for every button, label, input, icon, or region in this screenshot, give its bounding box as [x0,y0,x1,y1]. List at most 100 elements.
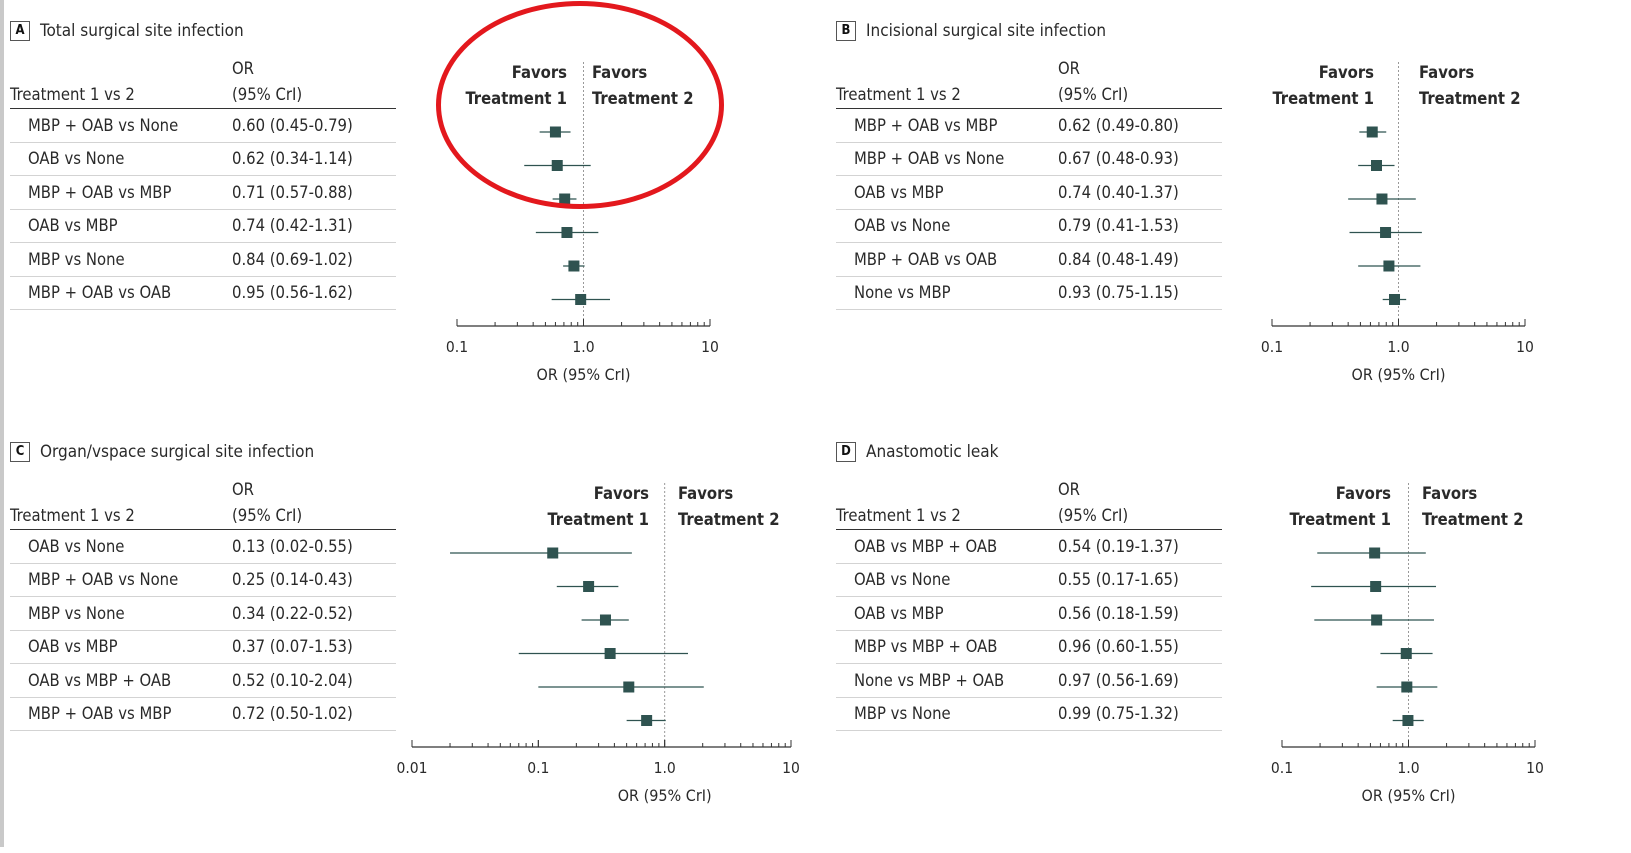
favors-treatment-2-label: Favors Treatment 2 [1419,63,1521,108]
or-value: 0.25 (0.14-0.43) [232,563,396,597]
x-axis-label: OR (95% CrI) [618,786,712,805]
comparison-label: MBP vs MBP + OAB [836,630,1058,664]
point-estimate-marker [1376,193,1388,205]
tick-label: 10 [782,759,800,777]
panel-title: D Anastomotic leak [836,441,999,463]
panel-title: A Total surgical site infection [10,20,244,42]
forest-plot: 0.1 1.0 10 OR (95% CrI) [1261,62,1534,384]
or-value: 0.34 (0.22-0.52) [232,596,396,631]
column-header-or: OR (95% CrI) [232,477,396,530]
comparison-label: OAB vs MBP + OAB [10,663,232,698]
panel-a: A Total surgical site infection Treatmen… [10,20,805,432]
comparison-label: MBP + OAB vs None [10,108,232,143]
comparison-label: MBP + OAB vs MBP [836,108,1058,143]
favors-treatment-1-label: Favors Treatment 1 [1272,63,1374,108]
table-row: None vs MBP 0.93 (0.75-1.15) [836,276,1222,310]
column-header-or: OR (95% CrI) [232,56,396,109]
panel-title: B Incisional surgical site infection [836,20,1106,42]
favors-treatment-2-label: Favors Treatment 2 [678,484,780,529]
panel-title-text: Total surgical site infection [40,21,244,41]
comparison-label: MBP + OAB vs MBP [10,697,232,731]
table-row: MBP + OAB vs None 0.67 (0.48-0.93) [836,142,1222,176]
tick-label: 0.1 [527,759,549,777]
or-value: 0.56 (0.18-1.59) [1058,596,1222,631]
table-row: MBP + OAB vs None 0.60 (0.45-0.79) [10,108,396,143]
x-axis-label: OR (95% CrI) [1362,786,1456,805]
table-row: OAB vs None 0.55 (0.17-1.65) [836,563,1222,597]
comparison-label: MBP vs None [10,242,232,277]
column-header-treatment: Treatment 1 vs 2 [836,477,1058,530]
or-value: 0.60 (0.45-0.79) [232,108,396,143]
point-estimate-marker [1402,715,1414,726]
or-value: 0.79 (0.41-1.53) [1058,209,1222,243]
column-header-or: OR (95% CrI) [1058,477,1222,530]
tick-label: 1.0 [1387,338,1409,356]
column-header-treatment: Treatment 1 vs 2 [836,56,1058,109]
table-row: OAB vs MBP 0.37 (0.07-1.53) [10,630,396,664]
table-row: MBP + OAB vs MBP 0.71 (0.57-0.88) [10,175,396,210]
forest-plot: 0.1 1.0 10 OR (95% CrI) [1271,483,1544,805]
point-estimate-marker [1400,648,1412,659]
x-axis-label: OR (95% CrI) [1352,365,1446,384]
point-estimate-marker [1380,227,1392,238]
column-header-treatment: Treatment 1 vs 2 [10,56,232,109]
or-value: 0.72 (0.50-1.02) [232,697,396,731]
point-estimate-marker [561,227,573,238]
panel-b: B Incisional surgical site infection Tre… [836,20,1631,432]
tick-label: 0.1 [1271,759,1293,777]
comparison-label: OAB vs MBP [836,596,1058,631]
tick-label: 10 [1516,338,1534,356]
point-estimate-marker [604,648,616,659]
column-header-or: OR (95% CrI) [1058,56,1222,109]
comparison-label: MBP + OAB vs OAB [10,276,232,310]
table-row: None vs MBP + OAB 0.97 (0.56-1.69) [836,663,1222,698]
tick-label: 1.0 [1397,759,1419,777]
or-value: 0.52 (0.10-2.04) [232,663,396,698]
comparison-label: OAB vs MBP + OAB [836,529,1058,564]
comparison-label: None vs MBP + OAB [836,663,1058,698]
tick-label: 1.0 [572,338,594,356]
panel-letter: C [10,442,30,462]
comparison-label: OAB vs None [836,563,1058,597]
comparison-label: OAB vs None [10,142,232,176]
or-value: 0.37 (0.07-1.53) [232,630,396,664]
results-table: Treatment 1 vs 2 OR (95% CrI) MBP + OAB vs … [836,56,1222,310]
results-table: Treatment 1 vs 2 OR (95% CrI) MBP + OAB vs … [10,56,396,310]
table-row: OAB vs MBP 0.56 (0.18-1.59) [836,596,1222,631]
comparison-label: None vs MBP [836,276,1058,310]
or-value: 0.13 (0.02-0.55) [232,529,396,564]
point-estimate-marker [1389,294,1401,305]
point-estimate-marker [1369,547,1381,559]
or-value: 0.62 (0.34-1.14) [232,142,396,176]
x-axis-label: OR (95% CrI) [537,365,631,384]
table-row: MBP + OAB vs OAB 0.95 (0.56-1.62) [10,276,396,310]
or-value: 0.84 (0.69-1.02) [232,242,396,277]
tick-label: 0.1 [446,338,468,356]
point-estimate-marker [1370,160,1382,171]
table-row: OAB vs MBP 0.74 (0.42-1.31) [10,209,396,243]
comparison-label: OAB vs None [836,209,1058,243]
or-value: 0.67 (0.48-0.93) [1058,142,1222,176]
point-estimate-marker [623,681,635,693]
panel-title-text: Anastomotic leak [866,442,999,462]
comparison-label: OAB vs MBP [10,630,232,664]
point-estimate-marker [547,547,559,559]
or-value: 0.55 (0.17-1.65) [1058,563,1222,597]
red-ellipse-annotation [436,1,724,209]
results-table: Treatment 1 vs 2 OR (95% CrI) OAB vs None 0.… [10,477,396,731]
favors-treatment-1-label: Favors Treatment 1 [1289,484,1391,529]
results-table: Treatment 1 vs 2 OR (95% CrI) OAB vs MBP + … [836,477,1222,731]
point-estimate-marker [1370,581,1382,592]
panel-title-text: Organ/vspace surgical site infection [40,442,315,462]
or-value: 0.74 (0.40-1.37) [1058,175,1222,210]
table-row: OAB vs None 0.79 (0.41-1.53) [836,209,1222,243]
panel-title: C Organ/vspace surgical site infection [10,441,314,463]
comparison-label: OAB vs MBP [836,175,1058,210]
comparison-label: MBP vs None [836,697,1058,731]
or-value: 0.54 (0.19-1.37) [1058,529,1222,564]
comparison-label: MBP + OAB vs None [836,142,1058,176]
panel-d: D Anastomotic leak Treatment 1 vs 2 OR (95… [836,441,1631,853]
point-estimate-marker [599,614,611,626]
tick-label: 0.1 [1261,338,1283,356]
or-value: 0.74 (0.42-1.31) [232,209,396,243]
